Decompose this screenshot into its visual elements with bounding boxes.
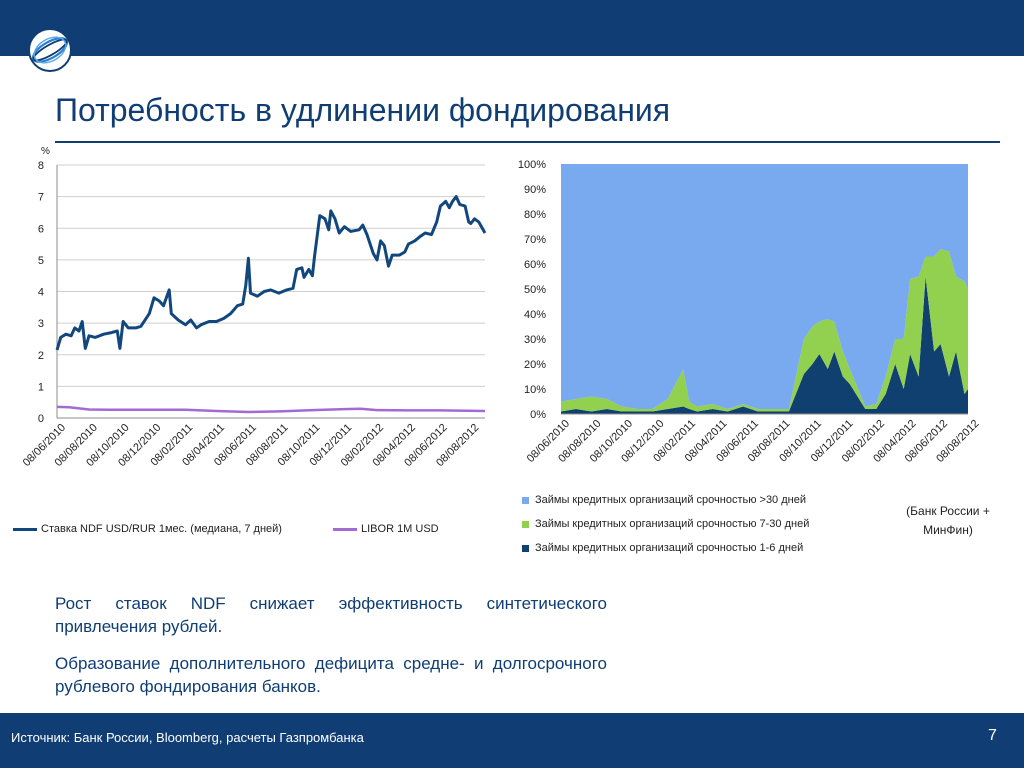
y-tick-label: 80% (524, 209, 546, 221)
y-tick-label: 2 (38, 350, 44, 362)
y-tick-label: 0% (530, 409, 546, 421)
slide-title: Потребность в удлинении фондирования (55, 92, 671, 128)
header-bar (0, 0, 1024, 56)
y-tick-label: 100% (518, 159, 546, 171)
y-tick-label: 40% (524, 309, 546, 321)
y-tick-label: 3 (38, 318, 44, 330)
y-tick-label: 70% (524, 234, 546, 246)
legend-item-libor: LIBOR 1M USD (333, 523, 439, 535)
area-long-term (561, 164, 968, 409)
y-tick-label: 6 (38, 223, 44, 235)
legend-label-long-term: Займы кредитных организаций срочностью >… (535, 494, 806, 506)
legend-item-long-term: Займы кредитных организаций срочностью >… (522, 494, 806, 506)
legend-label-libor: LIBOR 1M USD (361, 523, 439, 535)
y-tick-label: 0 (38, 413, 44, 425)
footer-bar: Источник: Банк России, Bloomberg, расчет… (0, 713, 1024, 768)
legend-label-ndf: Ставка NDF USD/RUR 1мес. (медиана, 7 дне… (41, 523, 282, 535)
y-tick-label: 60% (524, 259, 546, 271)
y-tick-label: 1 (38, 381, 44, 393)
legend-swatch-mid-term (522, 520, 529, 528)
y-tick-label: 30% (524, 334, 546, 346)
legend-label-short-term: Займы кредитных организаций срочностью 1… (535, 542, 804, 554)
data-source-note: (Банк России + МинФин) (906, 504, 990, 537)
company-logo (28, 28, 72, 72)
legend-swatch-long-term (522, 496, 529, 504)
y-tick-label: 4 (38, 287, 44, 299)
legend-item-short-term: Займы кредитных организаций срочностью 1… (522, 542, 803, 554)
y-tick-label: 90% (524, 184, 546, 196)
legend-item-ndf: Ставка NDF USD/RUR 1мес. (медиана, 7 дне… (13, 523, 282, 535)
loan-maturity-area-chart: 0%10%20%30%40%50%60%70%80%90%100%08/06/2… (518, 159, 982, 465)
y-tick-label: 5 (38, 255, 44, 267)
y-tick-label: 10% (524, 384, 546, 396)
y-tick-label: 20% (524, 359, 546, 371)
legend-item-mid-term: Займы кредитных организаций срочностью 7… (522, 518, 809, 530)
page-number: 7 (988, 727, 997, 744)
y-tick-label: 8 (38, 160, 44, 172)
series-line-libor (56, 405, 486, 414)
y-tick-label: 50% (524, 284, 546, 296)
series-line-ndf (55, 195, 487, 351)
legend-swatch-short-term (522, 544, 529, 552)
legend-swatch-ndf (13, 527, 37, 531)
ndf-libor-line-chart: %01234567808/06/201008/08/201008/10/2010… (21, 146, 487, 469)
footer-source: Источник: Банк России, Bloomberg, расчет… (11, 730, 364, 745)
title-divider (55, 141, 1000, 143)
legend-label-mid-term: Займы кредитных организаций срочностью 7… (535, 518, 810, 530)
y-tick-label: 7 (38, 192, 44, 204)
area-short-term (561, 276, 968, 414)
area-mid-term (561, 249, 968, 412)
body-paragraph-ndf: Рост ставок NDF снижает эффективность си… (55, 594, 607, 636)
legend-swatch-libor (333, 527, 357, 531)
y-unit-label: % (41, 146, 50, 157)
body-paragraph-deficit: Образование дополнительного дефицита сре… (55, 654, 607, 696)
